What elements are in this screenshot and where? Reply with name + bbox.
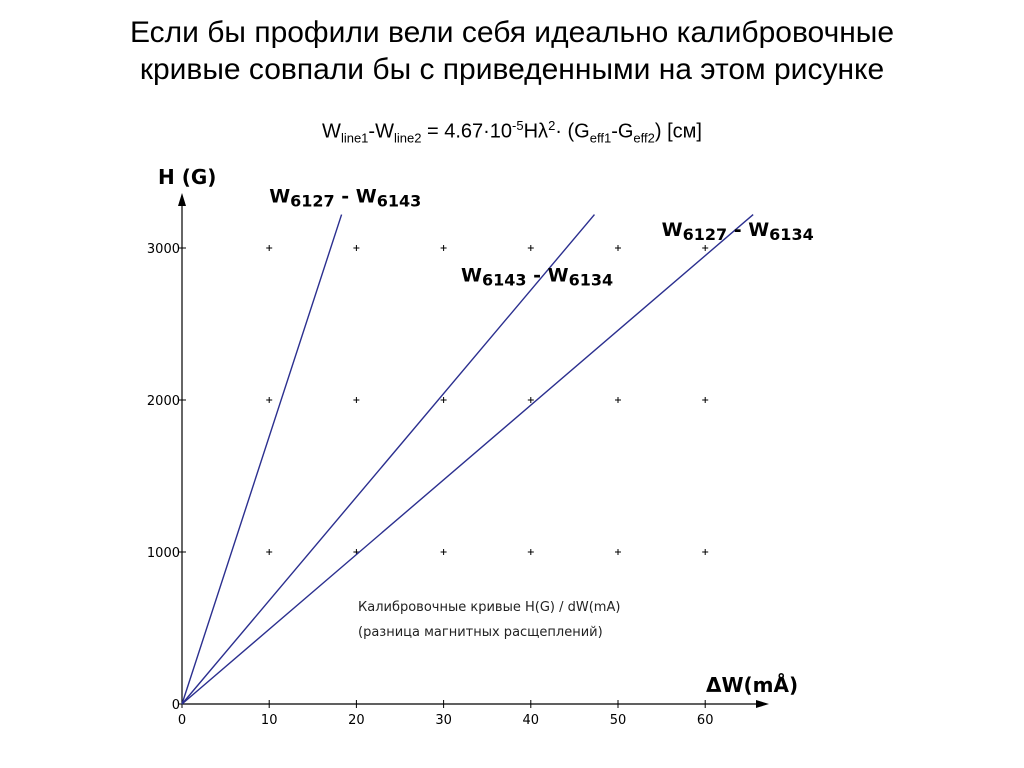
formula-w2: -W	[368, 120, 394, 143]
grid-plus-marker	[353, 397, 360, 403]
formula-coefficient: = 4.67·10	[421, 120, 513, 143]
series-line	[181, 214, 343, 705]
formula-square: 2	[548, 118, 556, 133]
slide-title: Если бы профили вели себя идеально калиб…	[0, 14, 1024, 88]
formula-h-lambda: Hλ	[523, 120, 549, 143]
x-tick-label: 60	[697, 713, 714, 728]
formula-g2-sub: eff2	[633, 130, 655, 146]
title-line-2: кривые совпали бы с приведенными на этом…	[139, 53, 885, 86]
series-line	[181, 214, 595, 705]
y-tick-label: 2000	[147, 394, 180, 409]
grid-plus-marker	[527, 397, 534, 403]
title-line-1: Если бы профили вели себя идеально калиб…	[129, 16, 895, 49]
formula-g1: · (G	[555, 120, 590, 143]
formula-g1-sub: eff1	[589, 130, 612, 146]
grid-plus-marker	[615, 245, 621, 251]
grid-plus-marker	[702, 245, 709, 251]
formula: Wline1-Wline2 = 4.67·10-5Hλ2· (Geff1-Gef…	[0, 118, 1024, 146]
grid-plus-marker	[440, 397, 447, 403]
y-tick-label: 1000	[147, 546, 180, 561]
x-tick-label: 0	[178, 713, 186, 728]
grid-plus-marker	[353, 245, 360, 251]
x-tick-label: 40	[523, 713, 540, 728]
grid-plus-marker	[266, 397, 273, 403]
grid-plus-marker	[527, 549, 534, 555]
formula-g2: -G	[611, 120, 634, 143]
y-axis-arrow	[178, 193, 186, 206]
formula-exponent: -5	[512, 118, 524, 133]
x-tick-label: 20	[348, 713, 365, 728]
grid-plus-marker	[527, 245, 534, 251]
axes: 0 10 20 30 40 50 60 0 1000 2000 3000	[147, 193, 769, 728]
series-label: W6143 - W6134	[461, 264, 613, 289]
formula-w1-sub: line1	[340, 130, 369, 146]
series-lines	[181, 214, 754, 705]
grid-plus-marker	[440, 245, 447, 251]
formula-w1: W	[322, 120, 341, 143]
x-axis-title: ΔW(mÅ)	[706, 673, 798, 697]
grid-plus-marker	[702, 549, 709, 555]
y-tick-label: 3000	[147, 242, 180, 257]
grid-markers	[266, 245, 709, 555]
x-tick-label: 30	[435, 713, 452, 728]
grid-plus-marker	[440, 549, 447, 555]
formula-units: ) [см]	[654, 120, 702, 143]
x-axis-arrow	[756, 700, 769, 708]
grid-plus-marker	[615, 397, 621, 403]
grid-plus-marker	[266, 549, 273, 555]
grid-plus-marker	[266, 245, 273, 251]
series-label: W6127 - W6143	[269, 185, 421, 210]
annotation-line-2: (разница магнитных расщеплений)	[358, 625, 603, 640]
formula-w2-sub: line2	[393, 130, 422, 146]
series-line	[181, 214, 754, 705]
grid-plus-marker	[615, 549, 621, 555]
x-tick-label: 10	[261, 713, 278, 728]
y-axis-title: H (G)	[158, 165, 216, 189]
series-label: W6127 - W6134	[662, 219, 814, 244]
y-tick-label: 0	[172, 698, 180, 713]
grid-plus-marker	[702, 397, 709, 403]
x-tick-label: 50	[610, 713, 627, 728]
annotation-line-1: Калибровочные кривые H(G) / dW(mA)	[358, 600, 620, 615]
series-labels: W6127 - W6143 W6143 - W6134 W6127 - W6134	[269, 185, 814, 289]
